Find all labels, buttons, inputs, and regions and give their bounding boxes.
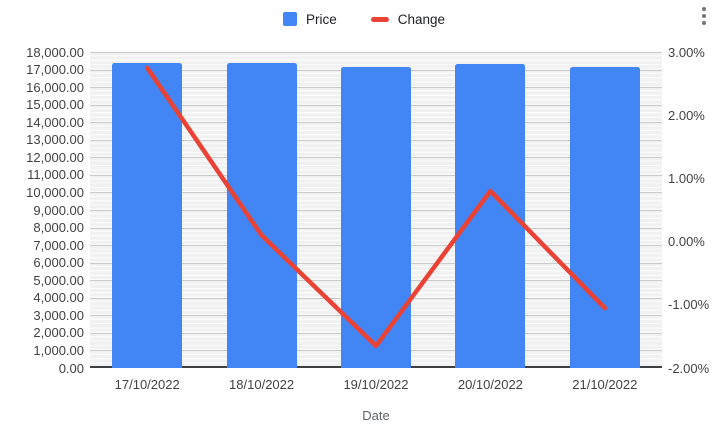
right-y-axis-tick: 0.00% bbox=[668, 234, 705, 250]
price-bar bbox=[569, 66, 640, 368]
left-y-axis-tick: 9,000.00 bbox=[33, 202, 84, 218]
left-y-axis-tick: 1,000.00 bbox=[33, 342, 84, 358]
left-y-axis-tick: 8,000.00 bbox=[33, 220, 84, 236]
left-y-axis-tick: 0.00 bbox=[58, 360, 84, 376]
kebab-menu-icon[interactable] bbox=[694, 4, 714, 28]
right-y-axis-tick: -2.00% bbox=[668, 360, 710, 376]
plot-area bbox=[90, 52, 662, 368]
change-line bbox=[144, 65, 608, 349]
legend-change-label: Change bbox=[397, 11, 446, 27]
left-y-axis-tick: 17,000.00 bbox=[26, 62, 84, 78]
left-y-axis-tick: 3,000.00 bbox=[33, 307, 84, 323]
x-axis-title: Date bbox=[362, 408, 390, 423]
kebab-dot bbox=[702, 14, 706, 18]
x-axis-tick: 17/10/2022 bbox=[114, 377, 180, 392]
legend-price-label: Price bbox=[305, 11, 337, 27]
left-y-axis-tick: 15,000.00 bbox=[26, 97, 84, 113]
left-y-axis-tick: 7,000.00 bbox=[33, 237, 84, 253]
price-bar bbox=[226, 62, 297, 368]
change-swatch-icon bbox=[370, 16, 389, 22]
legend-item-price[interactable]: Price bbox=[282, 11, 337, 27]
kebab-dot bbox=[702, 7, 706, 11]
left-y-axis-tick: 10,000.00 bbox=[26, 184, 84, 200]
left-y-axis-tick: 14,000.00 bbox=[26, 114, 84, 130]
legend-item-change[interactable]: Change bbox=[370, 11, 446, 27]
left-y-axis-tick: 4,000.00 bbox=[33, 290, 84, 306]
right-y-axis-tick: 1.00% bbox=[668, 170, 705, 186]
kebab-dot bbox=[702, 21, 706, 25]
left-y-axis-tick: 11,000.00 bbox=[27, 167, 84, 183]
x-axis-tick: 19/10/2022 bbox=[343, 377, 409, 392]
left-y-axis-tick: 6,000.00 bbox=[33, 255, 84, 271]
price-swatch-icon bbox=[282, 12, 297, 26]
right-y-axis-tick: 3.00% bbox=[668, 44, 705, 60]
left-y-axis-tick: 12,000.00 bbox=[26, 149, 84, 165]
left-y-axis-tick: 2,000.00 bbox=[33, 325, 84, 341]
x-axis-tick: 20/10/2022 bbox=[457, 377, 523, 392]
x-axis-tick: 18/10/2022 bbox=[229, 377, 295, 392]
right-y-axis-tick: -1.00% bbox=[668, 297, 710, 313]
right-y-axis-tick: 2.00% bbox=[668, 107, 705, 123]
left-y-axis-tick: 16,000.00 bbox=[26, 79, 84, 95]
left-y-axis-tick: 13,000.00 bbox=[26, 132, 84, 148]
price-bar bbox=[112, 62, 183, 368]
left-y-axis-tick: 18,000.00 bbox=[26, 44, 84, 60]
left-y-axis-tick: 5,000.00 bbox=[33, 272, 84, 288]
chart-legend: Price Change bbox=[0, 8, 728, 30]
major-gridline bbox=[90, 52, 662, 53]
x-axis-tick: 21/10/2022 bbox=[572, 377, 638, 392]
change-line-layer bbox=[144, 65, 608, 349]
